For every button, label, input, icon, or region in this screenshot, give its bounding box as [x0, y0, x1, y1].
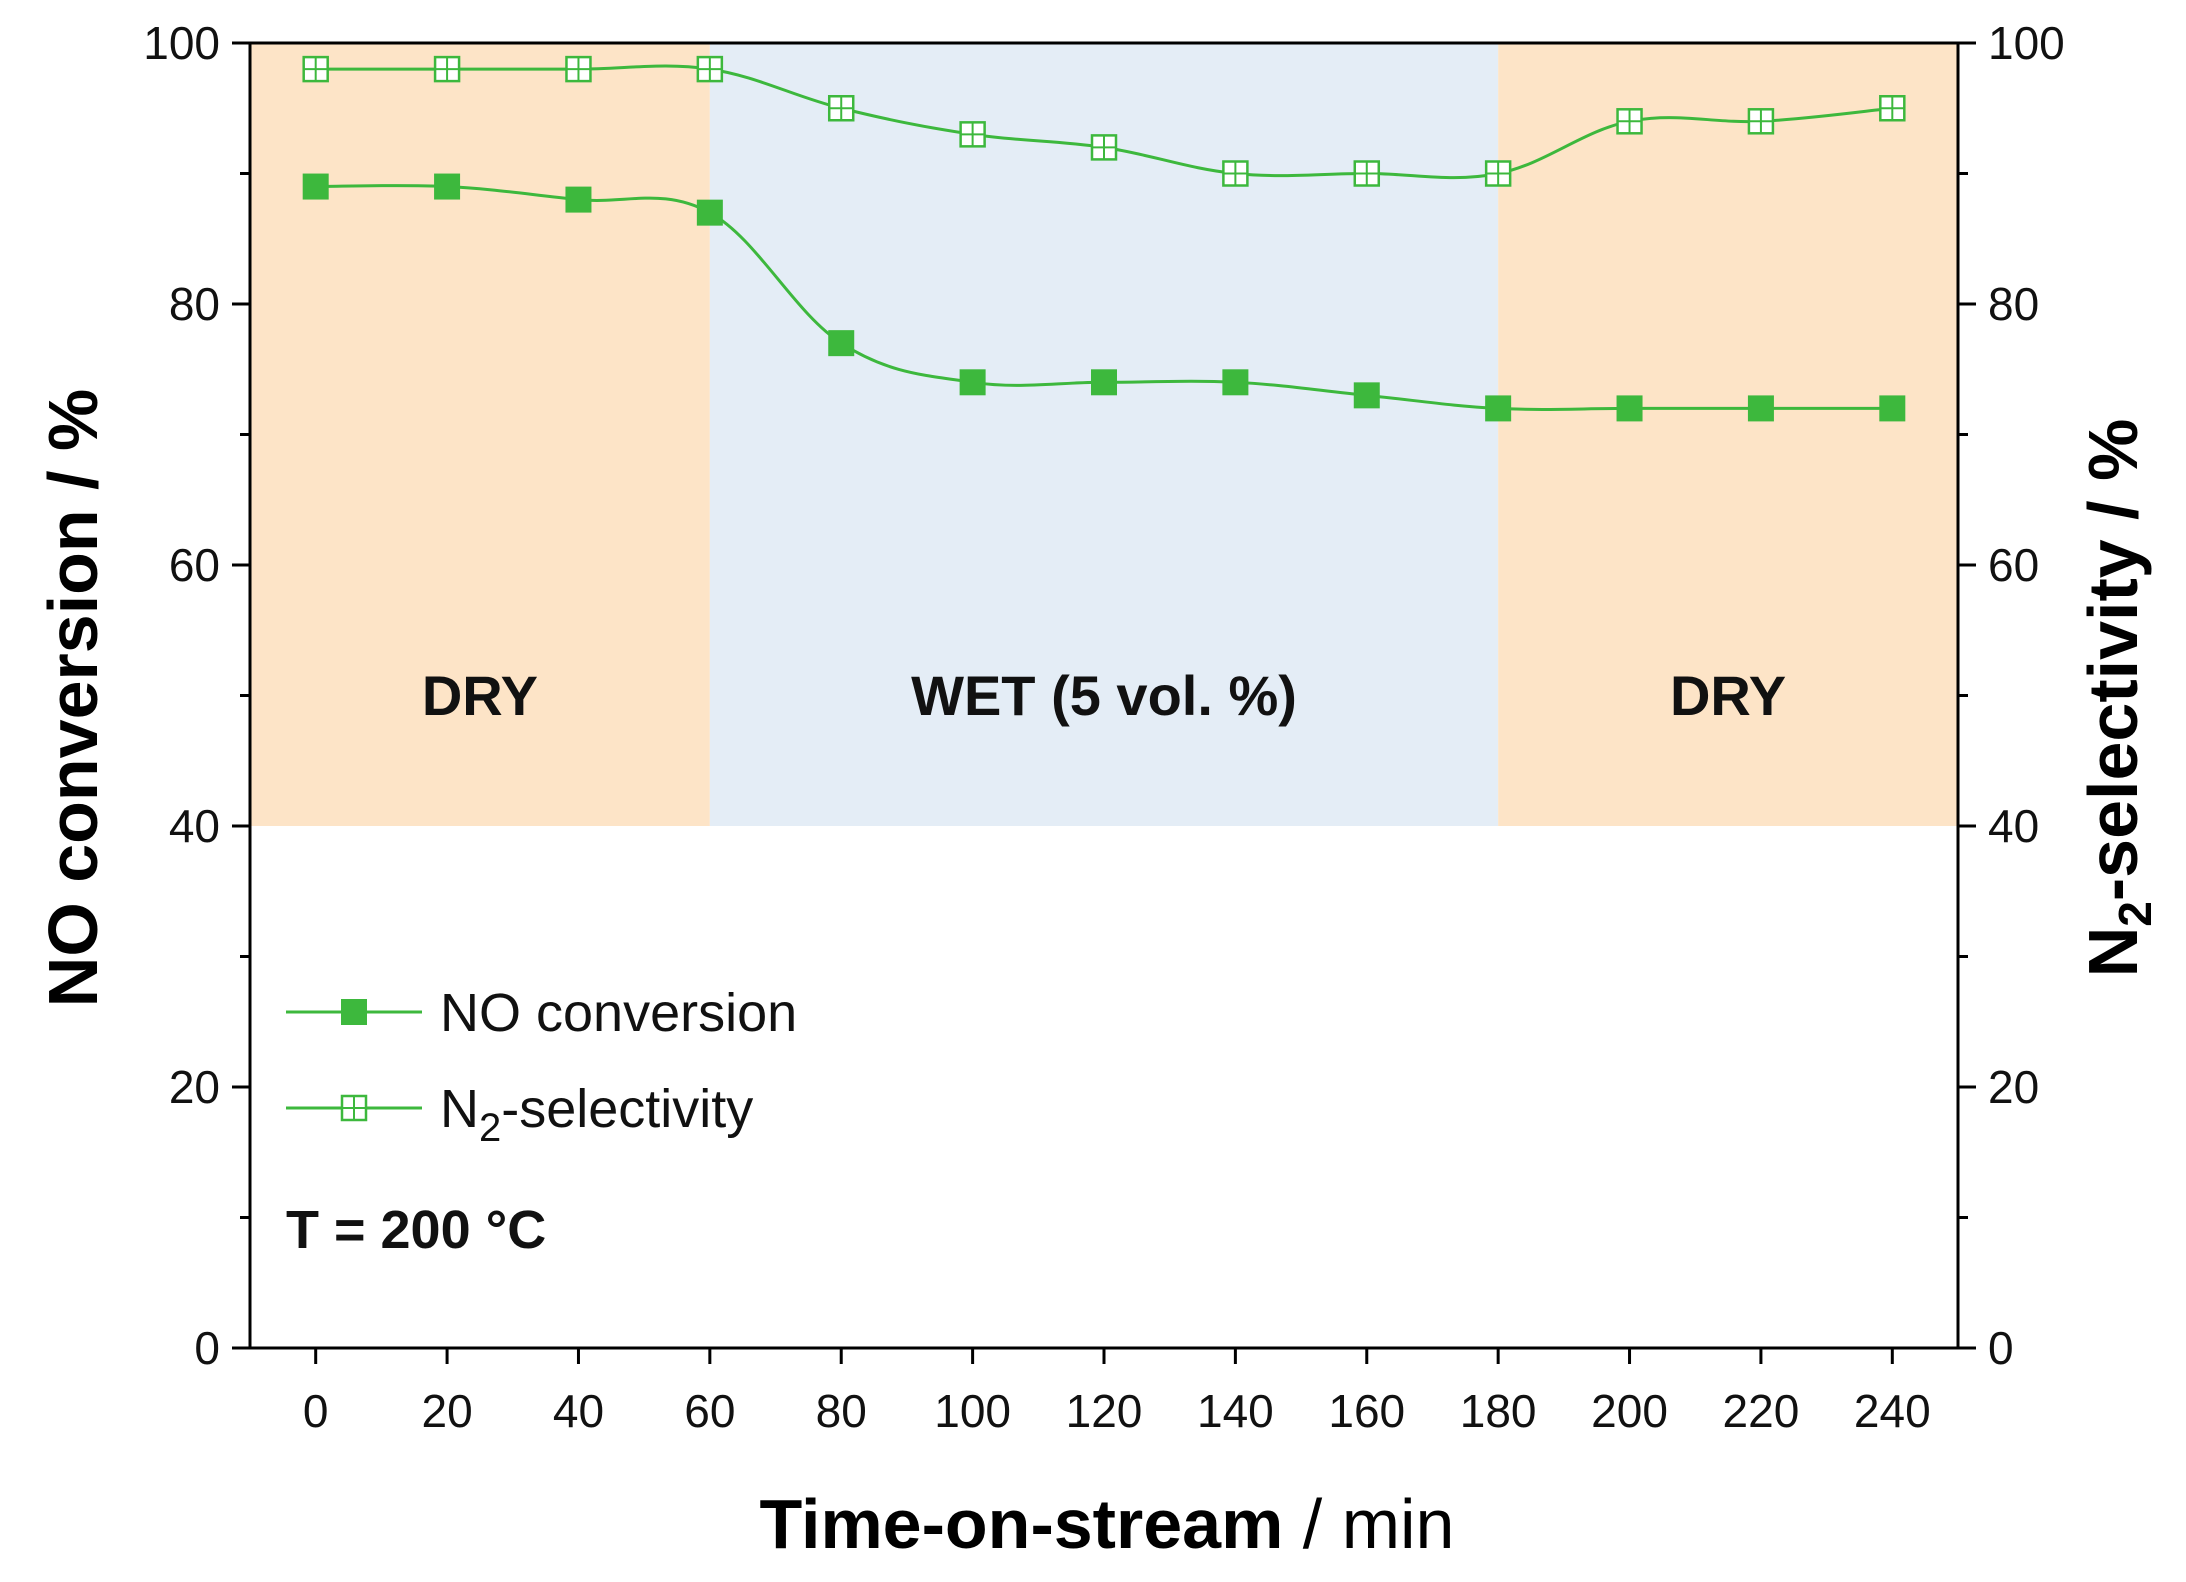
x-tick-label-200: 200: [1591, 1385, 1668, 1437]
x-tick-label-40: 40: [553, 1385, 604, 1437]
x-axis-title-main: Time-on-stream: [760, 1485, 1284, 1563]
region-label-0: DRY: [422, 664, 538, 727]
series-0-point-220: [1747, 395, 1774, 422]
left-y-tick-label-0: 0: [194, 1322, 220, 1374]
series-1-point-60: [696, 55, 724, 83]
right-y-axis-title-prefix: N: [2074, 927, 2152, 978]
legend: NO conversion N2-selectivity: [286, 983, 797, 1150]
series-markers: [302, 55, 1906, 422]
series-0-point-0: [302, 173, 329, 200]
series-0-point-140: [1222, 369, 1249, 396]
right-y-tick-label-20: 20: [1988, 1061, 2039, 1113]
right-y-tick-label-80: 80: [1988, 278, 2039, 330]
series-1-point-220: [1747, 108, 1775, 135]
right-y-tick-label-0: 0: [1988, 1322, 2014, 1374]
x-tick-label-240: 240: [1854, 1385, 1931, 1437]
left-y-tick-label-60: 60: [169, 539, 220, 591]
series-1-point-140: [1222, 160, 1249, 187]
region-labels: DRY WET (5 vol. %) DRY: [422, 664, 1786, 727]
x-tick-label-60: 60: [684, 1385, 735, 1437]
series-1-point-120: [1090, 134, 1118, 161]
region-label-2: DRY: [1670, 664, 1786, 727]
series-1-point-200: [1616, 108, 1643, 135]
x-tick-label-180: 180: [1460, 1385, 1537, 1437]
legend-marker-n2-selectivity: [340, 1094, 368, 1122]
series-0-point-80: [828, 330, 855, 357]
region-label-1: WET (5 vol. %): [911, 664, 1297, 727]
legend-label-n2-sub: 2: [479, 1106, 501, 1150]
series-1-point-80: [827, 95, 855, 122]
series-0-point-100: [959, 369, 986, 396]
axis-ticks: [232, 41, 1976, 1364]
left-y-tick-label-20: 20: [169, 1061, 220, 1113]
region-2: [1498, 43, 1958, 826]
series-0-point-20: [434, 173, 461, 200]
right-y-tick-label-60: 60: [1988, 539, 2039, 591]
x-tick-label-80: 80: [816, 1385, 867, 1437]
temperature-annotation: T = 200 °C: [286, 1200, 546, 1260]
series-0-point-40: [565, 186, 592, 213]
region-0: [250, 43, 710, 826]
series-1-point-180: [1484, 160, 1512, 187]
x-axis-title-unit: / min: [1283, 1485, 1454, 1563]
x-tick-label-120: 120: [1066, 1385, 1143, 1437]
legend-label-n2-selectivity: N2-selectivity: [440, 1079, 753, 1150]
legend-label-n2-suffix: -selectivity: [501, 1079, 753, 1139]
legend-label-no-conversion: NO conversion: [440, 983, 797, 1043]
x-tick-label-0: 0: [303, 1385, 329, 1437]
series-0-point-200: [1616, 395, 1643, 422]
legend-label-n2-prefix: N: [440, 1079, 479, 1139]
series-0-point-180: [1485, 395, 1512, 422]
right-y-axis-title-sub: 2: [2109, 901, 2161, 927]
series-0-point-60: [696, 199, 723, 226]
series-1-point-0: [302, 55, 329, 83]
series-0-point-160: [1353, 382, 1380, 409]
series-1-point-20: [433, 55, 461, 83]
series-0-point-120: [1091, 369, 1117, 396]
series-0-point-240: [1879, 395, 1906, 422]
legend-marker-no-conversion: [341, 999, 367, 1025]
series-1-point-240: [1879, 95, 1906, 122]
right-y-tick-label-40: 40: [1988, 800, 2039, 852]
right-y-axis-title-suffix: -selectivity / %: [2074, 419, 2152, 901]
left-y-tick-label-80: 80: [169, 278, 220, 330]
x-tick-label-100: 100: [934, 1385, 1011, 1437]
x-tick-label-140: 140: [1197, 1385, 1274, 1437]
left-y-tick-label-100: 100: [143, 17, 220, 69]
right-y-tick-label-100: 100: [1988, 17, 2065, 69]
left-y-axis-title: NO conversion / %: [34, 389, 112, 1007]
x-axis-title: Time-on-stream / min: [760, 1485, 1455, 1563]
left-y-tick-label-40: 40: [169, 800, 220, 852]
series-1-point-40: [565, 55, 592, 83]
right-y-axis-title: N2-selectivity / %: [2074, 419, 2161, 978]
x-tick-label-220: 220: [1723, 1385, 1800, 1437]
x-tick-label-160: 160: [1328, 1385, 1405, 1437]
series-1-point-160: [1353, 160, 1381, 187]
series-1-point-100: [959, 121, 986, 148]
x-tick-label-20: 20: [421, 1385, 472, 1437]
